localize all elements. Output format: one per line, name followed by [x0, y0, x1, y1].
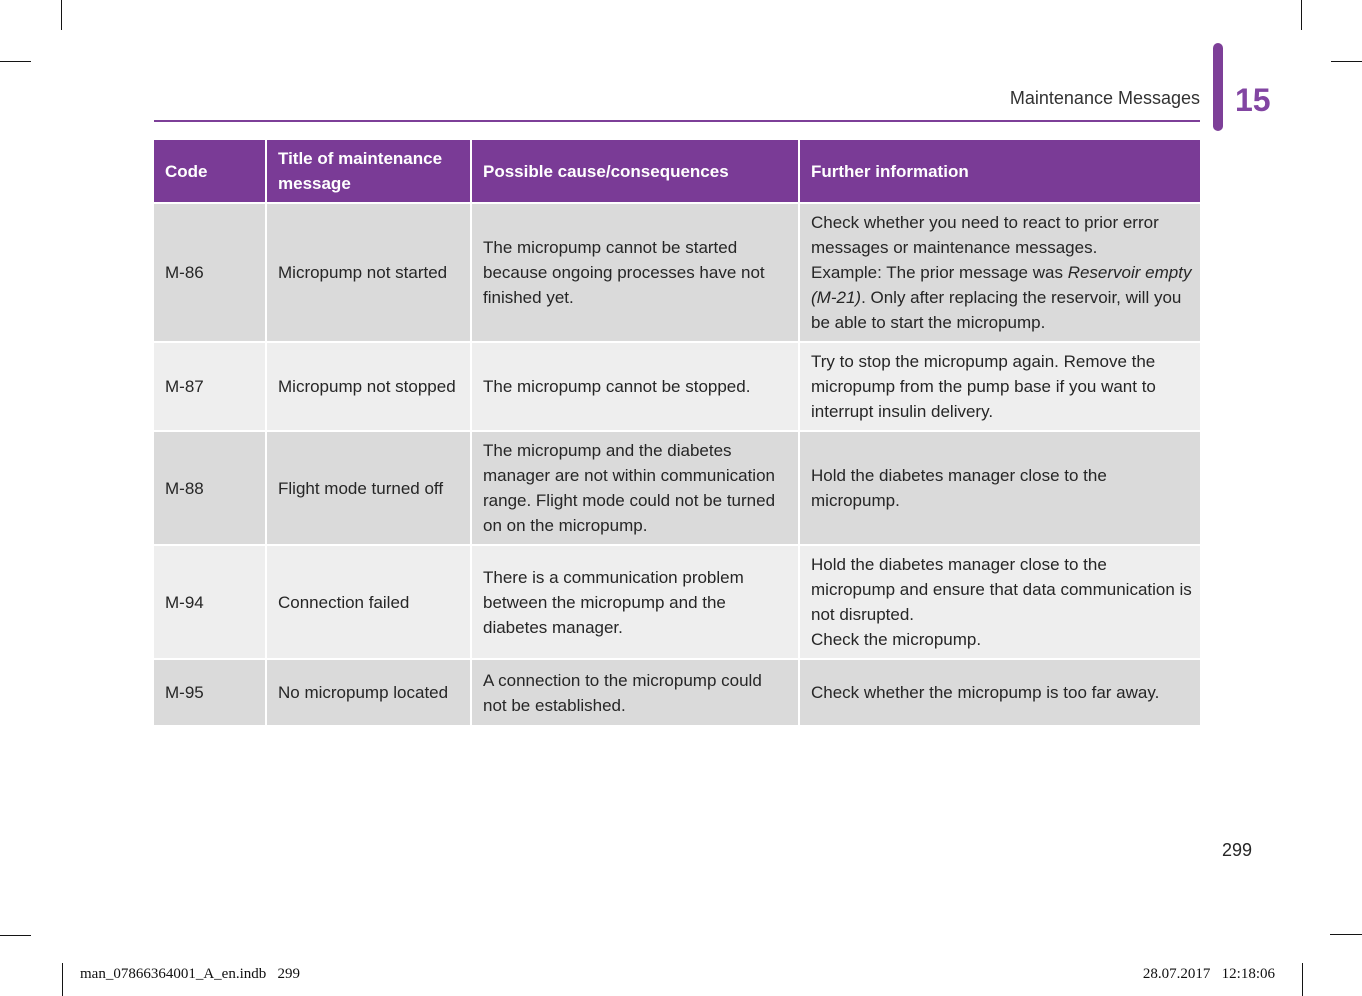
footer-file-info: man_07866364001_A_en.indb 299: [80, 966, 300, 982]
table-row: M-95 No micropump located A connection t…: [154, 658, 1200, 725]
running-header-title: Maintenance Messages: [1009, 88, 1200, 108]
header-further-information: Further information: [800, 140, 1200, 202]
footer-print-timestamp: 28.07.2017 12:18:06: [1142, 966, 1275, 982]
cell-code: M-87: [154, 341, 267, 430]
cell-code: M-86: [154, 202, 267, 341]
chapter-tab-bar: [1213, 43, 1223, 131]
info-text: . Only after replacing the reservoir, wi…: [811, 288, 1182, 332]
crop-mark-top-left-horizontal: [0, 61, 31, 62]
cell-code: M-94: [154, 544, 267, 658]
cell-further-info: Hold the diabetes manager close to the m…: [800, 430, 1200, 544]
page-number: 299: [1221, 840, 1252, 860]
table-row: M-94 Connection failed There is a commun…: [154, 544, 1200, 658]
crop-mark-top-left-vertical: [61, 0, 62, 30]
cell-further-info: Try to stop the micropump again. Remove …: [800, 341, 1200, 430]
maintenance-messages-table: Code Title of maintenance message Possib…: [154, 140, 1200, 725]
header-possible-cause: Possible cause/consequences: [472, 140, 800, 202]
header-rule: [154, 120, 1200, 122]
header-code: Code: [154, 140, 267, 202]
cell-cause: There is a communication problem between…: [472, 544, 800, 658]
cell-cause: The micropump cannot be stopped.: [472, 341, 800, 430]
cell-title: Micropump not started: [267, 202, 472, 341]
cell-cause: A connection to the micropump could not …: [472, 658, 800, 725]
cell-further-info: Hold the diabetes manager close to the m…: [800, 544, 1200, 658]
crop-mark-bottom-right-horizontal: [1330, 934, 1362, 935]
crop-mark-bottom-left-horizontal: [0, 935, 31, 936]
table-row: M-88 Flight mode turned off The micropum…: [154, 430, 1200, 544]
table-header-row: Code Title of maintenance message Possib…: [154, 140, 1200, 202]
crop-mark-top-right-horizontal: [1331, 61, 1362, 62]
header-title-of-message: Title of maintenance message: [267, 140, 472, 202]
cell-code: M-95: [154, 658, 267, 725]
cell-title: No micropump located: [267, 658, 472, 725]
crop-mark-bottom-left-vertical: [62, 963, 63, 996]
cell-cause: The micropump cannot be started because …: [472, 202, 800, 341]
info-text: Check whether you need to react to prior…: [811, 213, 1159, 282]
cell-title: Micropump not stopped: [267, 341, 472, 430]
crop-mark-bottom-right-vertical: [1302, 963, 1303, 996]
cell-title: Connection failed: [267, 544, 472, 658]
table-row: M-87 Micropump not stopped The micropump…: [154, 341, 1200, 430]
cell-further-info: Check whether you need to react to prior…: [800, 202, 1200, 341]
table-row: M-86 Micropump not started The micropump…: [154, 202, 1200, 341]
cell-further-info: Check whether the micropump is too far a…: [800, 658, 1200, 725]
cell-title: Flight mode turned off: [267, 430, 472, 544]
crop-mark-top-right-vertical: [1301, 0, 1302, 30]
cell-code: M-88: [154, 430, 267, 544]
chapter-number: 15: [1235, 82, 1271, 118]
cell-cause: The micropump and the diabetes manager a…: [472, 430, 800, 544]
italic-message-reference: Reservoir empty (M-21): [811, 263, 1192, 307]
